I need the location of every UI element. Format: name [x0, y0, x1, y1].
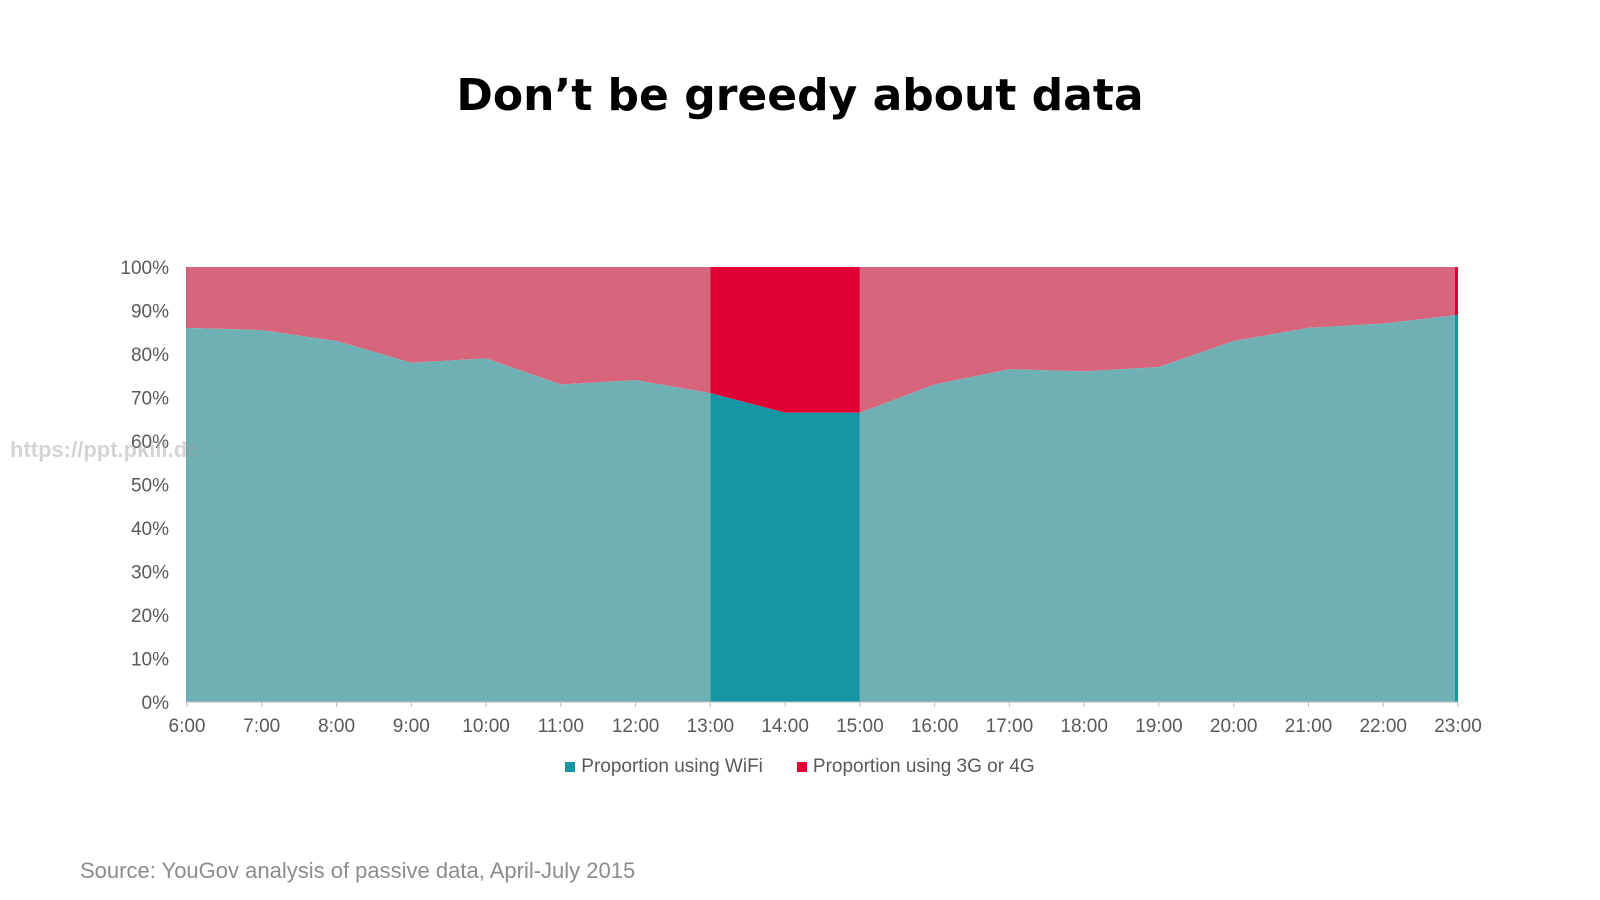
x-tick-label: 17:00 — [986, 716, 1034, 737]
y-tick-label: 100% — [120, 258, 169, 279]
x-tick-label: 20:00 — [1210, 716, 1258, 737]
x-tick-label: 14:00 — [761, 716, 809, 737]
edge-strip-mobile-right — [1455, 267, 1458, 315]
x-tick-label: 9:00 — [393, 716, 430, 737]
series-area-wifi — [859, 314, 1458, 702]
x-tick-label: 22:00 — [1359, 716, 1407, 737]
chart-title: Don’t be greedy about data — [456, 70, 1144, 121]
series-area-mobile — [859, 267, 1458, 413]
x-tick-label: 21:00 — [1285, 716, 1333, 737]
legend-label-mobile: Proportion using 3G or 4G — [812, 756, 1035, 777]
legend-item-mobile: Proportion using 3G or 4G — [796, 756, 1035, 778]
source-note: Source: YouGov analysis of passive data,… — [80, 858, 636, 883]
y-tick-label: 80% — [131, 345, 169, 366]
x-tick-label: 7:00 — [243, 716, 280, 737]
legend-item-wifi: Proportion using WiFi — [565, 756, 763, 778]
y-tick-label: 50% — [131, 476, 169, 497]
y-tick-label: 70% — [131, 389, 169, 410]
y-tick-label: 0% — [142, 693, 170, 714]
watermark: https://ppt.pkill.de — [10, 437, 200, 462]
legend-swatch-mobile — [796, 762, 807, 772]
series-area-wifi — [187, 327, 711, 702]
series-area-mobile-highlight — [710, 267, 860, 413]
x-tick-label: 11:00 — [538, 716, 584, 737]
x-tick-label: 12:00 — [612, 716, 660, 737]
y-tick-label: 60% — [131, 432, 169, 453]
x-tick-label: 23:00 — [1434, 716, 1482, 737]
x-tick-label: 10:00 — [462, 716, 510, 737]
x-tick-label: 6:00 — [169, 716, 206, 737]
y-tick-label: 90% — [131, 302, 169, 323]
x-tick-label: 15:00 — [836, 716, 884, 737]
x-tick-label: 16:00 — [911, 716, 959, 737]
x-tick-label: 18:00 — [1060, 716, 1108, 737]
y-tick-label: 40% — [131, 519, 169, 540]
y-tick-label: 30% — [131, 563, 169, 584]
y-tick-label: 10% — [131, 650, 169, 671]
y-tick-label: 20% — [131, 606, 169, 627]
edge-strip-wifi-right — [1455, 314, 1458, 702]
legend: Proportion using WiFi Proportion using 3… — [0, 756, 1600, 778]
series-area-mobile — [187, 267, 711, 394]
legend-label-wifi: Proportion using WiFi — [581, 756, 763, 777]
x-tick-label: 8:00 — [318, 716, 355, 737]
legend-swatch-wifi — [565, 762, 576, 772]
x-tick-label: 13:00 — [687, 716, 735, 737]
series-area-wifi-highlight — [710, 393, 860, 702]
x-tick-label: 19:00 — [1135, 716, 1183, 737]
